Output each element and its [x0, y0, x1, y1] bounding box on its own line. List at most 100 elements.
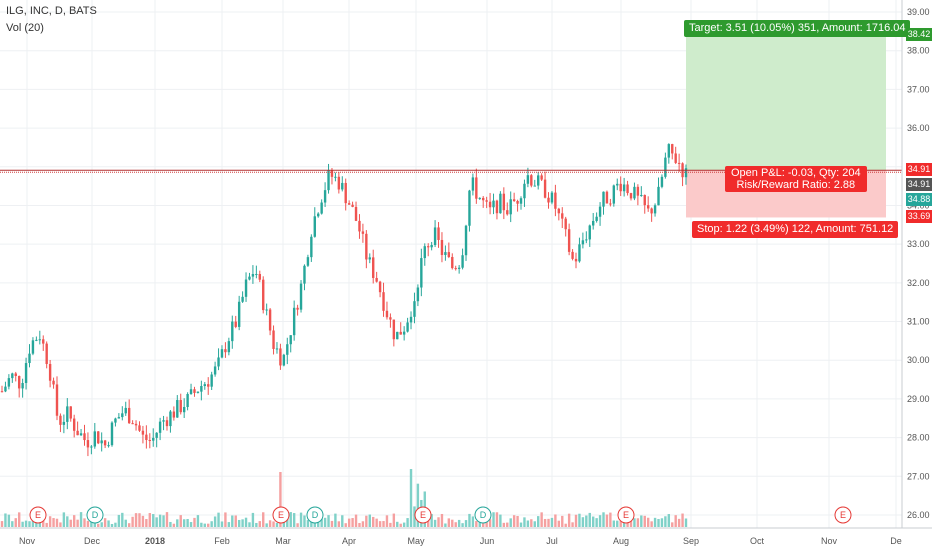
candle-body: [227, 341, 231, 353]
event-markers[interactable]: E E E E ED D D: [29, 506, 852, 524]
candle-body: [275, 348, 279, 350]
candle-body: [93, 431, 97, 447]
volume-bar: [392, 513, 396, 527]
volume-bar: [495, 512, 499, 527]
candle-body: [540, 175, 543, 180]
candle-body: [437, 227, 440, 240]
volume-bar: [612, 520, 616, 527]
earnings-marker[interactable]: E: [414, 506, 432, 524]
volume-bar: [646, 517, 650, 527]
x-tick-label: De: [890, 536, 902, 546]
earnings-marker[interactable]: E: [272, 506, 290, 524]
volume-bar: [454, 522, 457, 527]
candle-body: [203, 384, 206, 387]
candle-body: [444, 252, 447, 255]
volume-bar: [368, 514, 371, 527]
stop-label[interactable]: Stop: 1.22 (3.49%) 122, Amount: 751.12: [692, 221, 899, 238]
volume-bar: [564, 523, 567, 527]
volume-bar: [461, 523, 464, 527]
x-tick-label: Mar: [275, 536, 291, 546]
risk-reward-line: Risk/Reward Ratio: 2.88: [736, 179, 856, 191]
volume-bar: [24, 520, 28, 527]
symbol-title[interactable]: ILG, INC, D, BATS: [6, 5, 97, 17]
volume-bar: [162, 515, 165, 527]
svg-text:D: D: [92, 510, 99, 520]
candle-body: [117, 417, 121, 419]
volume-bar: [492, 512, 495, 527]
volume-bar: [650, 521, 653, 527]
candle-body: [286, 344, 289, 355]
candle-body: [622, 184, 626, 192]
volume-bar: [375, 518, 378, 527]
candle-body: [59, 415, 62, 425]
candle-body: [588, 225, 591, 240]
candle-body: [0, 391, 4, 393]
volume-bar: [643, 515, 646, 527]
volume-bar: [231, 515, 234, 527]
candle-body: [358, 220, 361, 232]
candle-body: [72, 418, 76, 431]
candle-body: [262, 279, 265, 311]
candle-body: [14, 373, 17, 376]
candle-body: [42, 339, 45, 344]
svg-text:E: E: [35, 510, 41, 520]
candle-body: [561, 213, 564, 219]
volume-bar: [141, 515, 145, 527]
candle-body: [334, 176, 337, 178]
pnl-label[interactable]: Open P&L: -0.03, Qty: 204 Risk/Reward Ra…: [725, 166, 867, 192]
target-zone[interactable]: [686, 34, 886, 171]
volume-bar: [176, 519, 179, 527]
volume-bar: [512, 515, 516, 527]
target-label[interactable]: Target: 3.51 (10.05%) 351, Amount: 1716.…: [684, 20, 911, 37]
volume-bar: [237, 519, 241, 527]
candle-body: [162, 420, 165, 422]
svg-text:D: D: [312, 510, 319, 520]
volume-bar: [303, 515, 306, 527]
volume-bar: [210, 521, 213, 527]
volume-bar: [540, 512, 543, 527]
candle-body: [103, 440, 107, 446]
earnings-marker[interactable]: E: [29, 506, 47, 524]
candle-body: [519, 198, 523, 204]
volume-bar: [640, 515, 643, 527]
volume-bar: [224, 512, 227, 527]
volume-indicator-label[interactable]: Vol (20): [6, 22, 44, 34]
y-tick-label: 30.00: [907, 355, 930, 365]
candle-body: [609, 203, 612, 205]
volume-bar: [251, 512, 255, 527]
volume-bar: [444, 523, 447, 527]
candle-body: [499, 193, 502, 214]
volume-bar: [320, 519, 323, 527]
dividend-marker[interactable]: D: [86, 506, 104, 524]
candle-body: [677, 162, 681, 164]
volume-bar: [282, 520, 286, 527]
volume-bar: [591, 516, 595, 527]
volume-bar: [114, 522, 117, 527]
candle-body: [533, 185, 536, 187]
candle-body: [100, 440, 103, 444]
volume-bar: [506, 522, 509, 527]
volume-bar: [399, 523, 402, 527]
candle-body: [114, 418, 117, 423]
dividend-marker[interactable]: D: [306, 506, 324, 524]
candle-body: [341, 182, 344, 190]
dividend-marker[interactable]: D: [474, 506, 492, 524]
earnings-marker[interactable]: E: [617, 506, 635, 524]
x-tick-label: 2018: [145, 536, 165, 546]
candle-body: [320, 202, 323, 214]
volume-bars: [0, 469, 688, 527]
candle-body: [581, 240, 585, 245]
candle-body: [152, 437, 155, 441]
candle-body: [97, 431, 100, 444]
volume-bar: [69, 519, 72, 527]
pnl-line: Open P&L: -0.03, Qty: 204: [731, 167, 861, 179]
volume-bar: [272, 521, 275, 527]
candle-body: [182, 407, 186, 413]
volume-bar: [186, 518, 189, 527]
volume-bar: [45, 522, 48, 527]
earnings-marker[interactable]: E: [834, 506, 852, 524]
candle-body: [90, 446, 93, 448]
candle-body: [516, 201, 519, 204]
candle-body: [124, 407, 127, 414]
